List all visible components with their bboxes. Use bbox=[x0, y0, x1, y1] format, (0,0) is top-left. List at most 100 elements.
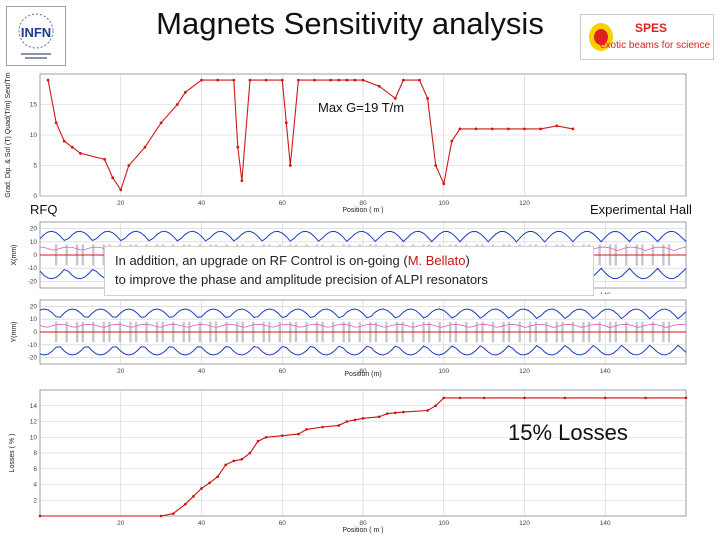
losses-point bbox=[280, 434, 284, 437]
y-tick-label: 0 bbox=[33, 252, 37, 259]
x-tick-label: 120 bbox=[519, 200, 530, 207]
x-tick-label: 140 bbox=[600, 368, 611, 375]
gradient-point bbox=[555, 124, 559, 128]
gradient-point bbox=[474, 127, 478, 131]
gradient-point bbox=[70, 145, 74, 149]
gradient-point bbox=[539, 127, 543, 131]
gradient-point bbox=[280, 78, 284, 82]
losses-point bbox=[523, 396, 526, 400]
gradient-series-line bbox=[47, 79, 574, 192]
gradient-point bbox=[353, 78, 357, 82]
gradient-point bbox=[264, 78, 268, 82]
gradient-point bbox=[337, 78, 341, 82]
gradient-point bbox=[418, 78, 421, 82]
gradient-point bbox=[143, 145, 147, 149]
max-gradient-label: Max G=19 T/m bbox=[318, 100, 405, 115]
y-tick-label: 20 bbox=[30, 303, 38, 310]
x-tick-label: 80 bbox=[359, 520, 367, 527]
x-axis-label: Position ( m ) bbox=[342, 207, 383, 214]
losses-point bbox=[482, 396, 486, 400]
envelope-inner-line bbox=[39, 323, 687, 328]
gradient-point bbox=[200, 78, 203, 82]
gradient-point bbox=[175, 103, 179, 106]
x-axis-label: Position (m) bbox=[344, 371, 381, 378]
losses-point bbox=[38, 514, 42, 518]
experimental-hall-label: Experimental Hall bbox=[590, 202, 692, 217]
losses-point bbox=[442, 396, 446, 400]
losses-label: 15% Losses bbox=[508, 420, 628, 445]
losses-point bbox=[248, 451, 252, 455]
gradient-point bbox=[284, 121, 288, 125]
y-tick-label: 0 bbox=[33, 193, 37, 200]
y-tick-label: 0 bbox=[33, 329, 37, 336]
gradient-point bbox=[442, 182, 446, 186]
losses-chart: 20 40 60 80 100 120 140 2 4 6 8 10 12 14 Losses ( % ) P… bbox=[9, 389, 688, 534]
y-tick-label: -10 bbox=[28, 265, 38, 272]
envelope-lower-line bbox=[39, 344, 687, 356]
losses-point bbox=[208, 481, 211, 485]
losses-point bbox=[171, 512, 175, 515]
y-tick-label: 14 bbox=[30, 403, 38, 410]
y-tick-label: -20 bbox=[28, 278, 38, 285]
x-tick-label: 140 bbox=[600, 520, 611, 527]
gradient-point bbox=[46, 78, 50, 82]
losses-point bbox=[297, 432, 300, 436]
y-tick-label: 8 bbox=[33, 450, 37, 457]
losses-point bbox=[458, 396, 462, 400]
gradient-point bbox=[490, 127, 494, 131]
gradient-chart: 20 40 60 80 100 120 0 5 10 15 Grad. Dip. & Sol (T)… bbox=[5, 72, 687, 214]
x-tick-label: 80 bbox=[359, 368, 367, 375]
gradient-point bbox=[523, 127, 526, 131]
losses-point bbox=[426, 409, 429, 412]
gradient-point bbox=[329, 78, 333, 82]
infn-logo-text: INFN bbox=[21, 25, 51, 40]
envelope-chart-y: 20 40 60 80 100 120 140 -20 -10 0 10 20 Y(mm) Positio… bbox=[11, 299, 687, 378]
y-axis-label: Grad. Dip. & Sol (T) Quad(T/m) Sext/Tm bbox=[5, 72, 12, 197]
gradient-point bbox=[159, 121, 163, 125]
losses-point bbox=[216, 475, 219, 478]
gradient-point bbox=[450, 139, 454, 143]
losses-point bbox=[377, 415, 381, 419]
losses-point bbox=[224, 463, 228, 467]
annotation-line-2: to improve the phase and amplitude preci… bbox=[115, 272, 488, 287]
gradient-point bbox=[127, 164, 131, 167]
x-tick-label: 60 bbox=[279, 520, 287, 527]
y-axis-label: Losses ( % ) bbox=[9, 434, 16, 473]
y-tick-label: 12 bbox=[30, 419, 38, 426]
rfq-label: RFQ bbox=[30, 202, 58, 217]
x-tick-label: 140 bbox=[600, 292, 611, 294]
y-tick-label: 2 bbox=[33, 497, 37, 504]
annotation-text-before: In addition, an upgrade on RF Control is… bbox=[115, 253, 408, 268]
y-tick-label: 10 bbox=[30, 434, 38, 441]
y-tick-label: 20 bbox=[30, 226, 38, 233]
losses-point bbox=[192, 495, 195, 498]
x-tick-label: 20 bbox=[117, 200, 125, 207]
gradient-point bbox=[78, 151, 82, 155]
y-axis-label: X(mm) bbox=[11, 245, 18, 266]
gradient-point bbox=[434, 164, 438, 167]
envelope-upper-line bbox=[39, 308, 687, 320]
x-tick-label: 60 bbox=[279, 200, 287, 207]
x-tick-label: 80 bbox=[359, 200, 367, 207]
gradient-point bbox=[401, 78, 405, 82]
gradient-point bbox=[288, 164, 292, 167]
x-tick-label: 40 bbox=[198, 368, 206, 375]
losses-point bbox=[321, 425, 324, 429]
gradient-point bbox=[248, 78, 252, 82]
losses-point bbox=[603, 396, 607, 400]
infn-logo: INFN bbox=[6, 6, 66, 66]
y-axis-label: Y(mm) bbox=[11, 322, 18, 343]
gradient-point bbox=[54, 121, 58, 125]
annotation-line-1: In addition, an upgrade on RF Control is… bbox=[115, 251, 583, 270]
y-tick-label: 4 bbox=[33, 482, 37, 489]
losses-point bbox=[184, 502, 187, 506]
gradient-point bbox=[119, 188, 123, 192]
x-tick-label: 100 bbox=[438, 520, 449, 527]
gradient-point bbox=[377, 84, 381, 88]
annotation-box: In addition, an upgrade on RF Control is… bbox=[104, 246, 594, 296]
losses-point bbox=[159, 514, 163, 518]
gradient-point bbox=[506, 127, 510, 131]
x-tick-label: 120 bbox=[519, 368, 530, 375]
spes-logo: SPES exotic beams for science bbox=[580, 14, 714, 60]
x-tick-label: 40 bbox=[198, 200, 206, 207]
